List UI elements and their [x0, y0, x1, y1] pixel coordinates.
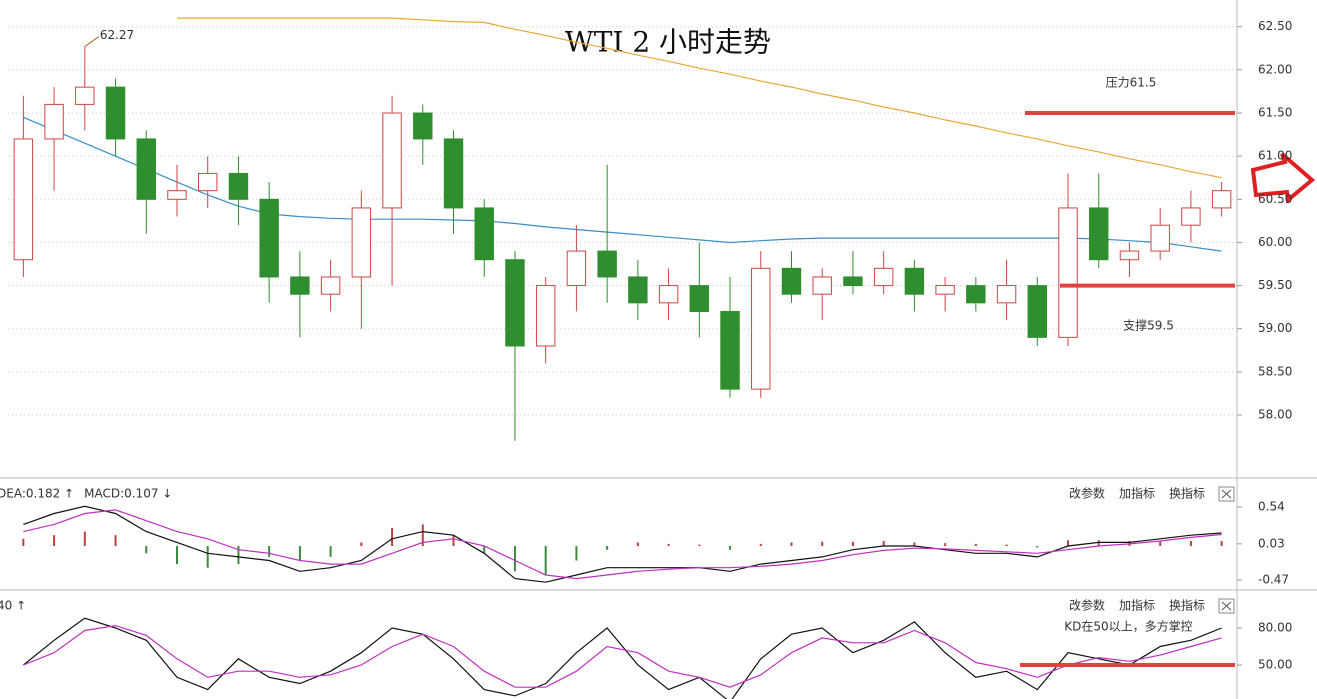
max-pointer: [84, 36, 100, 47]
max-label: 62.27: [100, 28, 134, 42]
indicator-label: MACD:0.107 ↓: [84, 487, 172, 501]
indicator-line: [23, 624, 1222, 688]
y-tick-label: 61.00: [1258, 149, 1292, 163]
candle-body: [720, 310, 740, 390]
candle-body: [320, 276, 341, 295]
y-tick-label: 59.00: [1258, 321, 1292, 335]
candle-body: [873, 267, 894, 287]
y-tick-label: -0.47: [1258, 573, 1289, 587]
candle-body: [228, 172, 249, 200]
y-tick-label: 60.00: [1258, 235, 1292, 249]
annotation-label: KD在50以上，多方掌控: [1064, 619, 1192, 634]
candle-body: [1150, 224, 1170, 252]
candle-body: [535, 285, 556, 347]
candle-body: [259, 198, 279, 278]
candle-body: [843, 276, 863, 287]
candle-body: [382, 112, 402, 209]
toolbar-button[interactable]: 改参数: [1069, 598, 1105, 613]
candle-body: [1181, 207, 1201, 226]
candle-body: [689, 285, 710, 312]
indicator-label: DEA:0.182 ↑: [0, 487, 74, 501]
close-icon: [1221, 601, 1232, 611]
candle-body: [290, 276, 310, 295]
candle-body: [1089, 207, 1109, 261]
toolbar-button[interactable]: 加指标: [1119, 486, 1155, 501]
indicator-line: [23, 509, 1222, 580]
indicator-line: [23, 116, 1222, 252]
candle-body: [751, 267, 771, 390]
candle-body: [443, 138, 464, 209]
y-tick-label: 50.00: [1258, 657, 1292, 671]
candle-body: [966, 285, 986, 304]
arrow-icon: [1250, 152, 1316, 204]
indicator-line: [23, 505, 1222, 583]
candle-body: [136, 138, 156, 200]
candle-body: [996, 285, 1017, 304]
annotation-label: 压力61.5: [1106, 76, 1157, 90]
y-tick-label: 58.00: [1258, 408, 1292, 422]
toolbar-button[interactable]: 加指标: [1119, 598, 1155, 613]
chart-title: WTI 2 小时走势: [565, 26, 771, 59]
candle-body: [105, 86, 126, 140]
y-tick-label: 59.50: [1258, 278, 1292, 292]
candle-body: [781, 267, 802, 295]
candle-body: [197, 172, 218, 192]
candle-body: [904, 267, 925, 295]
close-icon: [1221, 489, 1232, 499]
candle-body: [351, 207, 372, 278]
y-tick-label: 62.50: [1258, 19, 1292, 33]
toolbar-button[interactable]: 改参数: [1069, 486, 1105, 501]
candle-body: [1027, 285, 1048, 338]
y-tick-label: 62.00: [1258, 62, 1292, 76]
candle-body: [505, 259, 525, 347]
toolbar-button[interactable]: 换指标: [1169, 598, 1205, 613]
y-tick-label: 60.50: [1258, 192, 1292, 206]
indicator-label: 40 ↑: [0, 599, 26, 613]
candle-body: [474, 207, 494, 261]
candle-body: [75, 86, 95, 105]
annotation-label: 支撑59.5: [1123, 318, 1174, 333]
indicator-line: [177, 17, 1222, 179]
candle-body: [935, 285, 955, 295]
candle-body: [566, 250, 587, 287]
candle-body: [1211, 190, 1232, 209]
candle-body: [658, 285, 679, 304]
y-tick-label: 61.50: [1258, 106, 1292, 120]
candle-body: [812, 276, 832, 295]
candle-body: [1119, 250, 1140, 261]
y-tick-label: 0.03: [1258, 536, 1285, 550]
candle-body: [1058, 207, 1078, 338]
candle-body: [413, 112, 433, 140]
y-tick-label: 80.00: [1258, 621, 1292, 635]
y-tick-label: 0.54: [1258, 500, 1285, 514]
toolbar-button[interactable]: 换指标: [1169, 486, 1205, 501]
candle-body: [628, 276, 648, 304]
candle-body: [167, 190, 187, 200]
candle-body: [44, 103, 64, 140]
candle-body: [13, 138, 34, 261]
candle-body: [597, 250, 617, 278]
y-tick-label: 58.50: [1258, 364, 1292, 378]
